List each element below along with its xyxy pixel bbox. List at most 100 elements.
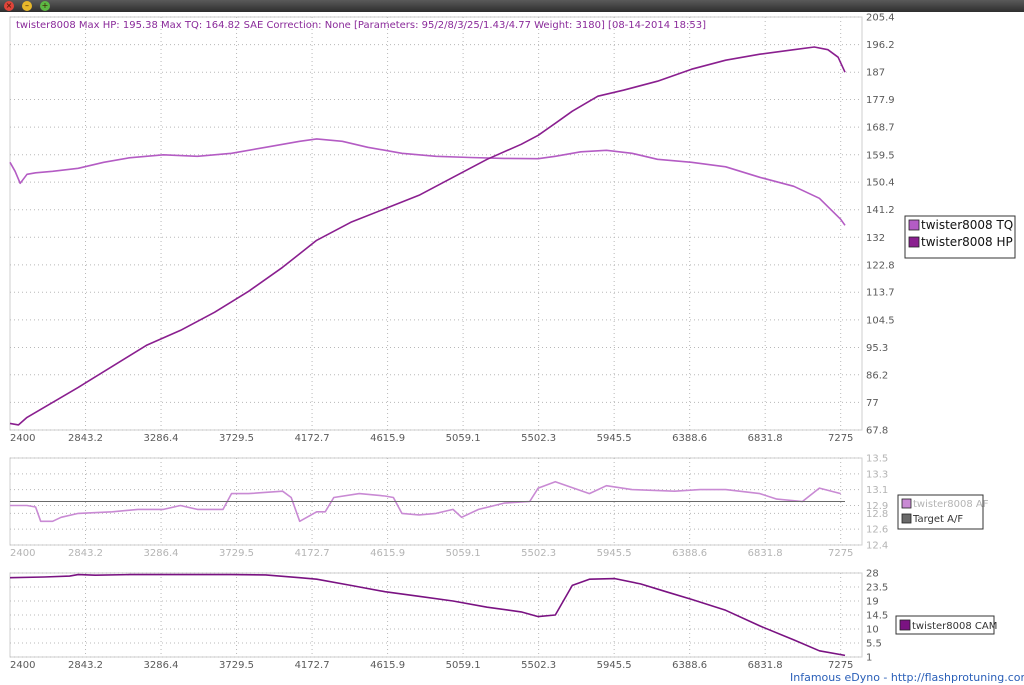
x-tick-label: 4172.7 xyxy=(295,433,330,444)
x-tick-label: 3729.5 xyxy=(219,433,254,444)
x-tick-label: 5502.3 xyxy=(521,433,556,444)
y-tick-label: 196.2 xyxy=(866,40,895,51)
legend-label: twister8008 CAM xyxy=(912,621,997,632)
y-tick-label: 12.9 xyxy=(866,501,888,512)
y-tick-label: 28 xyxy=(866,569,879,580)
x-tick-label: 6831.8 xyxy=(748,660,783,671)
x-tick-label: 4172.7 xyxy=(295,548,330,559)
legend-box xyxy=(897,494,984,530)
x-tick-label: 5502.3 xyxy=(521,548,556,559)
y-tick-label: 10 xyxy=(866,625,879,636)
y-tick-label: 95.3 xyxy=(866,343,888,354)
legend-swatch xyxy=(901,513,912,524)
x-tick-label: 5059.1 xyxy=(446,660,481,671)
x-tick-label: 6831.8 xyxy=(748,433,783,444)
legend-swatch xyxy=(908,219,920,231)
x-tick-label: 4172.7 xyxy=(295,660,330,671)
x-tick-label: 5945.5 xyxy=(597,548,632,559)
y-tick-label: 150.4 xyxy=(866,178,895,189)
window-titlebar: × – + xyxy=(0,0,1024,12)
legend-swatch xyxy=(908,236,920,248)
chart-panel-3: 2400 2843.2 3286.4 3729.5 4172.7 4615.9 5059.1… xyxy=(9,569,997,671)
series-line-twister8008-hp xyxy=(9,46,846,426)
y-tick-label: 12.8 xyxy=(866,509,888,520)
x-tick-label: 4615.9 xyxy=(370,433,405,444)
maximize-button[interactable]: + xyxy=(40,1,50,11)
y-tick-label: 113.7 xyxy=(866,288,895,299)
x-tick-label: 7275 xyxy=(828,660,853,671)
close-button[interactable]: × xyxy=(4,1,14,11)
x-tick-label: 2843.2 xyxy=(68,433,103,444)
legend-label: twister8008 TQ xyxy=(921,218,1013,232)
x-tick-label: 3286.4 xyxy=(144,433,179,444)
y-tick-label: 13.5 xyxy=(866,454,888,465)
series-line-twister8008-af xyxy=(10,480,841,523)
chart-panel-1: 2400 2843.2 3286.4 3729.5 4172.7 4615.9 5059.1… xyxy=(9,13,1016,444)
x-tick-label: 7275 xyxy=(828,433,853,444)
y-tick-label: 12.6 xyxy=(866,525,888,536)
y-tick-label: 187 xyxy=(866,68,885,79)
footer-credit[interactable]: Infamous eDyno - http://flashprotuning.c… xyxy=(790,671,1024,684)
x-tick-label: 6388.6 xyxy=(672,548,707,559)
y-tick-label: 1 xyxy=(866,653,872,664)
chart-legend: twister8008 AF Target A/F xyxy=(897,494,989,530)
y-tick-label: 5.5 xyxy=(866,639,882,650)
x-tick-label: 2400 xyxy=(10,433,35,444)
x-tick-label: 5945.5 xyxy=(597,660,632,671)
x-tick-label: 6388.6 xyxy=(672,433,707,444)
legend-swatch xyxy=(899,619,911,631)
y-tick-label: 205.4 xyxy=(866,13,895,24)
plot-frame xyxy=(9,16,863,431)
y-tick-label: 19 xyxy=(866,597,879,608)
y-tick-label: 104.5 xyxy=(866,315,895,326)
y-tick-label: 86.2 xyxy=(866,370,888,381)
close-icon: × xyxy=(5,1,13,10)
x-tick-label: 2843.2 xyxy=(68,660,103,671)
y-tick-label: 12.4 xyxy=(866,541,888,552)
x-tick-label: 2843.2 xyxy=(68,548,103,559)
y-tick-label: 168.7 xyxy=(866,123,895,134)
x-tick-label: 4615.9 xyxy=(370,660,405,671)
legend-box xyxy=(904,215,1016,259)
x-tick-label: 3286.4 xyxy=(144,548,179,559)
legend-box xyxy=(895,615,995,635)
legend-label: twister8008 AF xyxy=(913,499,989,510)
x-tick-label: 6388.6 xyxy=(672,660,707,671)
y-tick-label: 23.5 xyxy=(866,583,888,594)
minimize-icon: – xyxy=(25,1,29,10)
minimize-button[interactable]: – xyxy=(22,1,32,11)
x-tick-label: 5059.1 xyxy=(446,548,481,559)
x-tick-label: 5502.3 xyxy=(521,660,556,671)
x-tick-label: 3729.5 xyxy=(219,660,254,671)
y-tick-label: 122.8 xyxy=(866,260,895,271)
x-tick-label: 7275 xyxy=(828,548,853,559)
legend-swatch xyxy=(901,498,912,509)
series-line-twister8008-tq xyxy=(9,138,846,226)
x-tick-label: 3729.5 xyxy=(219,548,254,559)
y-tick-label: 177.9 xyxy=(866,95,895,106)
y-tick-label: 132 xyxy=(866,233,885,244)
y-tick-label: 14.5 xyxy=(866,611,888,622)
y-tick-label: 159.5 xyxy=(866,150,895,161)
legend-label: Target A/F xyxy=(912,514,963,525)
series-line-twister8008-cam xyxy=(9,573,846,657)
legend-label: twister8008 HP xyxy=(921,235,1013,249)
chart-panel-2: 2400 2843.2 3286.4 3729.5 4172.7 4615.9 5059.1… xyxy=(9,454,989,559)
run-summary-header: twister8008 Max HP: 195.38 Max TQ: 164.8… xyxy=(16,20,706,31)
x-tick-label: 3286.4 xyxy=(144,660,179,671)
x-tick-label: 5945.5 xyxy=(597,433,632,444)
chart-legend: twister8008 CAM xyxy=(895,615,997,635)
x-tick-label: 4615.9 xyxy=(370,548,405,559)
y-tick-label: 141.2 xyxy=(866,205,895,216)
y-tick-label: 67.8 xyxy=(866,426,888,437)
chart-legend: twister8008 TQ twister8008 HP xyxy=(904,215,1016,259)
x-tick-label: 2400 xyxy=(10,548,35,559)
y-tick-label: 13.1 xyxy=(866,485,888,496)
y-tick-label: 13.3 xyxy=(866,469,888,480)
maximize-icon: + xyxy=(41,1,49,10)
x-tick-label: 5059.1 xyxy=(446,433,481,444)
x-tick-label: 6831.8 xyxy=(748,548,783,559)
y-tick-label: 77 xyxy=(866,398,879,409)
x-tick-label: 2400 xyxy=(10,660,35,671)
